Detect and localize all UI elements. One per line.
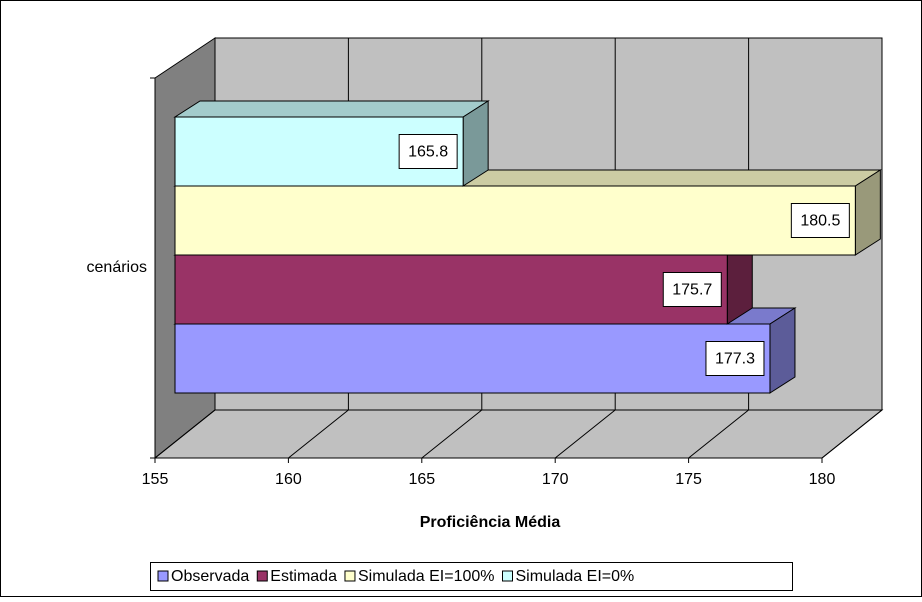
floor-grid-line <box>554 409 616 459</box>
floor-grid-line <box>688 409 749 459</box>
legend-label: Simulada EI=100% <box>358 568 495 585</box>
x-tick-label: 155 <box>142 471 169 488</box>
x-tick-label: 160 <box>275 471 302 488</box>
y-tick-label: cenários <box>87 259 147 276</box>
floor-grid-line <box>288 409 349 459</box>
legend-label: Simulada EI=0% <box>516 568 635 585</box>
legend-swatch <box>157 570 169 582</box>
legend-label: Observada <box>171 568 249 585</box>
bar <box>174 254 728 325</box>
floor <box>153 409 884 459</box>
value-label-box <box>790 203 850 238</box>
value-label-box <box>662 272 722 307</box>
legend-swatch <box>256 570 268 582</box>
value-label: 177.3 <box>715 351 755 368</box>
value-label: 180.5 <box>800 213 840 230</box>
value-label: 175.7 <box>672 282 712 299</box>
x-tick-label: 175 <box>675 471 702 488</box>
legend-swatch <box>344 570 356 582</box>
floor-grid-line <box>154 409 216 459</box>
value-label: 165.8 <box>408 144 448 161</box>
legend-label: Estimada <box>270 568 337 585</box>
x-tick-label: 180 <box>809 471 836 488</box>
value-label-box <box>398 134 458 169</box>
legend-swatch <box>502 570 513 582</box>
bar <box>174 185 856 256</box>
floor-grid-line <box>821 409 883 459</box>
value-label-box <box>705 341 765 376</box>
x-tick-label: 165 <box>408 471 435 488</box>
floor-grid-line <box>421 409 483 459</box>
bar <box>174 323 771 394</box>
x-tick-label: 170 <box>542 471 569 488</box>
bar-top <box>173 100 490 118</box>
x-axis-title: Proficiência Média <box>420 514 561 531</box>
